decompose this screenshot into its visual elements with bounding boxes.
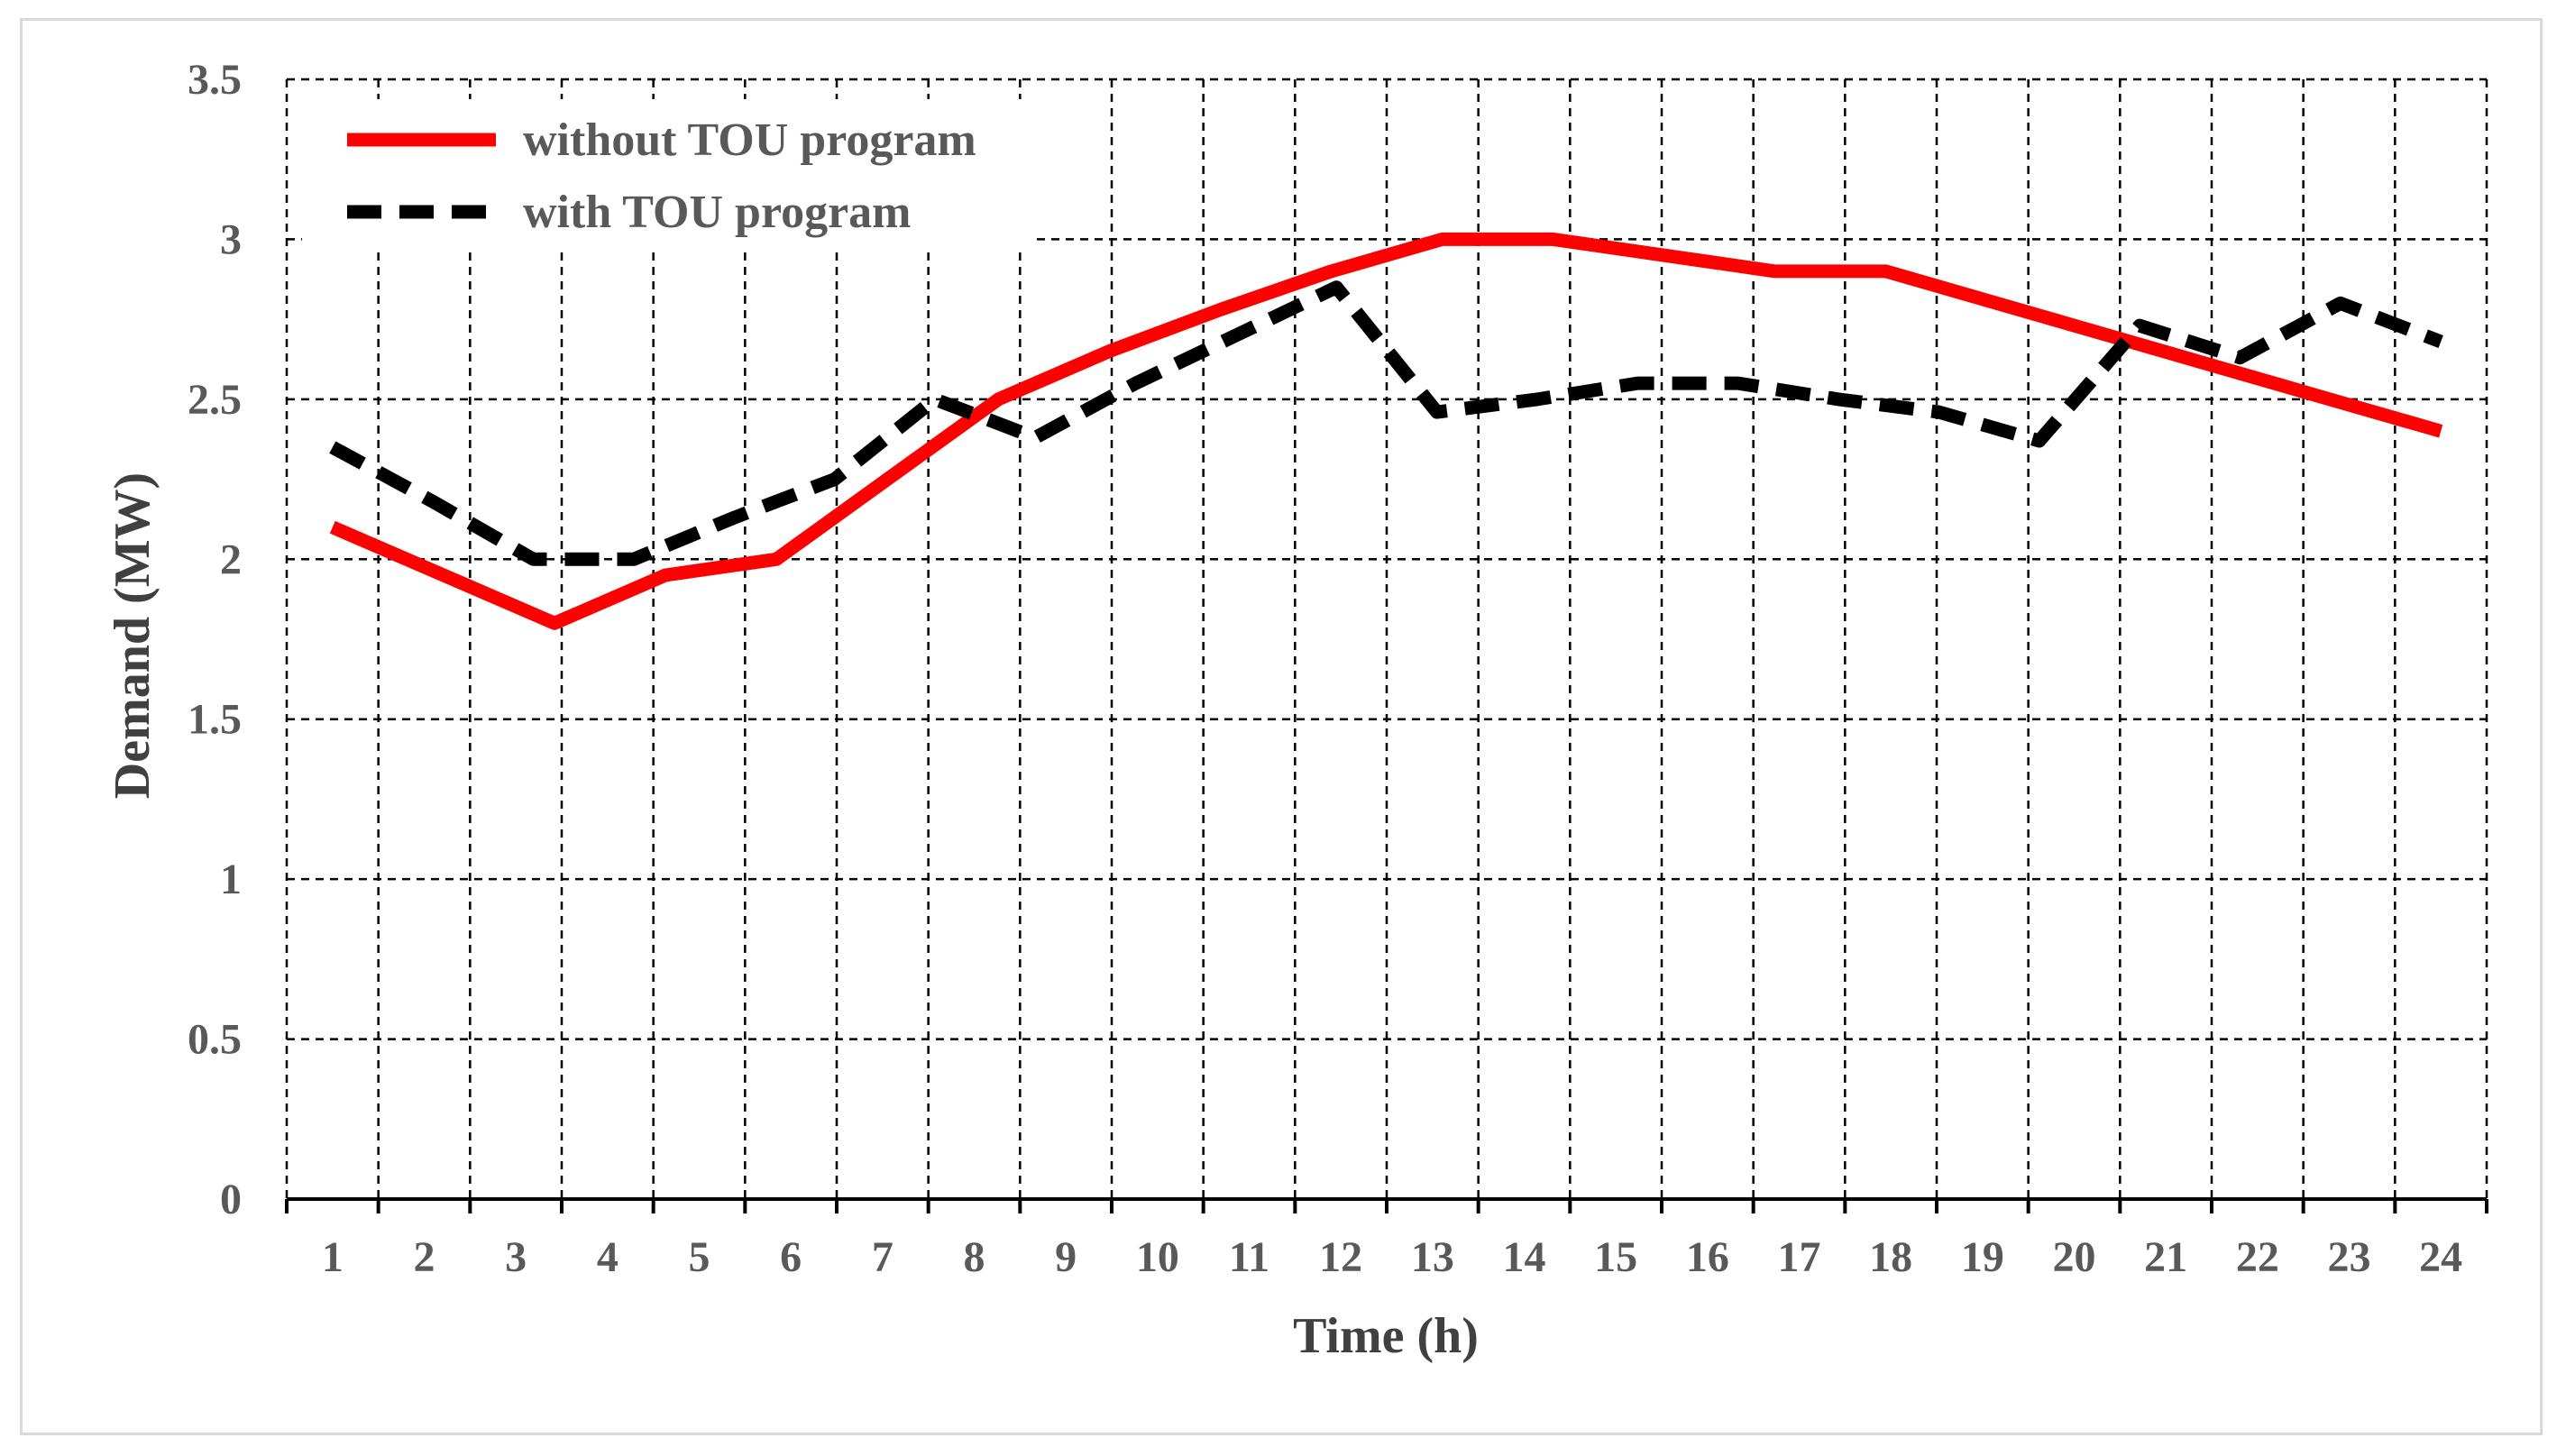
x-tick-label: 19 bbox=[1961, 1233, 2004, 1281]
x-tick-label: 15 bbox=[1594, 1233, 1637, 1281]
x-tick-label: 7 bbox=[872, 1233, 894, 1281]
legend-label-without-tou: without TOU program bbox=[523, 114, 976, 166]
legend: without TOU program with TOU program bbox=[302, 99, 1032, 248]
series-line-without-tou bbox=[329, 232, 2443, 630]
x-tick-label: 12 bbox=[1319, 1233, 1362, 1281]
x-tick-label: 22 bbox=[2236, 1233, 2279, 1281]
x-tick-label: 18 bbox=[1869, 1233, 1912, 1281]
x-tick-label: 16 bbox=[1686, 1233, 1729, 1281]
y-tick-label: 3.5 bbox=[188, 56, 242, 104]
axes: 00.511.522.533.51 2 3 4 5 6 7 8 9 10 11 12 13 14 15 16 1… bbox=[188, 56, 2488, 1281]
x-tick-label: 6 bbox=[780, 1233, 802, 1281]
x-tick-label: 3 bbox=[505, 1233, 527, 1281]
x-tick-label: 14 bbox=[1503, 1233, 1546, 1281]
x-tick-label: 10 bbox=[1136, 1233, 1179, 1281]
y-axis-title: Demand (MW) bbox=[105, 472, 160, 799]
series-line-with-tou bbox=[329, 280, 2443, 566]
y-tick-label: 2.5 bbox=[188, 376, 242, 424]
x-tick-label: 9 bbox=[1055, 1233, 1077, 1281]
y-tick-label: 1.5 bbox=[188, 696, 242, 744]
y-tick-label: 0.5 bbox=[188, 1016, 242, 1064]
x-tick-label: 21 bbox=[2144, 1233, 2187, 1281]
x-tick-label: 23 bbox=[2328, 1233, 2371, 1281]
series bbox=[329, 232, 2443, 630]
x-tick-label: 20 bbox=[2053, 1233, 2096, 1281]
x-tick-label: 4 bbox=[597, 1233, 619, 1281]
legend-label-with-tou: with TOU program bbox=[523, 187, 912, 238]
x-tick-label: 17 bbox=[1778, 1233, 1821, 1281]
x-tick-label: 1 bbox=[322, 1233, 344, 1281]
x-tick-label: 24 bbox=[2419, 1233, 2462, 1281]
y-tick-label: 0 bbox=[220, 1176, 242, 1223]
grid bbox=[285, 78, 2488, 1199]
y-tick-label: 1 bbox=[220, 856, 242, 903]
x-tick-label: 8 bbox=[964, 1233, 985, 1281]
y-tick-label: 3 bbox=[220, 215, 242, 263]
x-tick-label: 5 bbox=[689, 1233, 710, 1281]
x-tick-label: 13 bbox=[1411, 1233, 1454, 1281]
x-tick-label: 11 bbox=[1229, 1233, 1269, 1281]
y-tick-label: 2 bbox=[220, 536, 242, 583]
legend-background bbox=[302, 99, 1032, 248]
x-axis-title: Time (h) bbox=[1293, 1308, 1479, 1364]
x-tick-label: 2 bbox=[414, 1233, 435, 1281]
